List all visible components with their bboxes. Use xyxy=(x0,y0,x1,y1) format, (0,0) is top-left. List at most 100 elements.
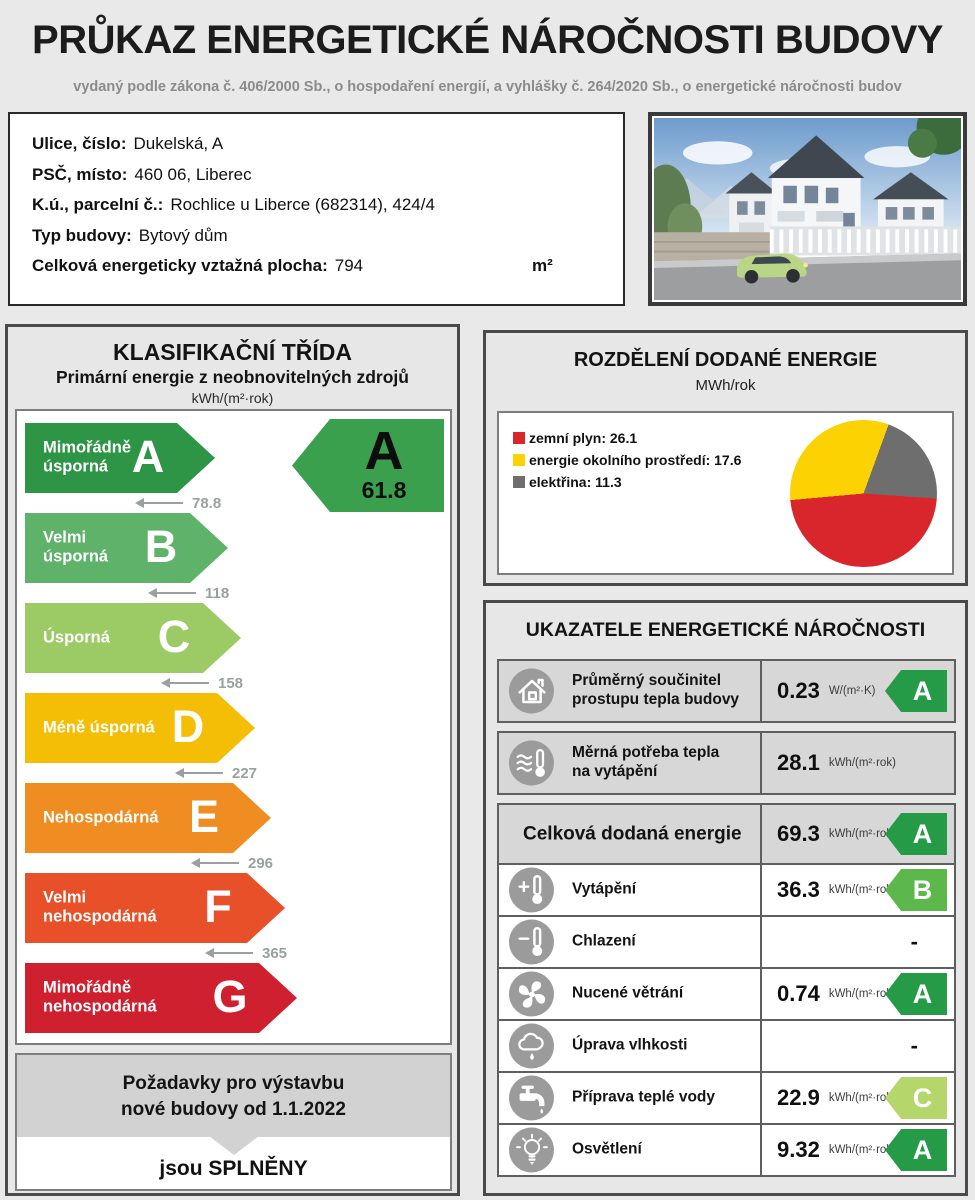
class-threshold: 158 xyxy=(161,673,450,693)
requirements-result: jsou SPLNĚNY xyxy=(159,1157,308,1180)
indicator-value: 0.74 xyxy=(777,981,820,1006)
info-label: Celková energeticky vztažná plocha: xyxy=(32,256,328,275)
classification-subtitle: Primární energie z neobnovitelných zdroj… xyxy=(56,367,409,387)
left-arrow-icon xyxy=(191,858,239,868)
pie-legend: zemní plyn: 26.1 energie okolního prostře… xyxy=(513,430,741,496)
pointer-triangle xyxy=(208,1136,259,1155)
indicator-row: Měrná potřeba tepla na vytápění 28.1 kWh/(… xyxy=(499,733,954,793)
indicator-label: Měrná potřeba tepla na vytápění xyxy=(572,744,720,780)
class-label: Mimořádně úsporná xyxy=(43,438,132,476)
house-outline-icon xyxy=(509,668,554,714)
classification-scale: Mimořádně úsporná A 78.8 Velmi úsporná B 118 Ú… xyxy=(15,409,452,1045)
class-bar-D: Méně úsporná D xyxy=(25,693,255,763)
distribution-unit: MWh/rok xyxy=(695,377,756,394)
legend-label: elektřina: 11.3 xyxy=(529,474,622,490)
legend-item: elektřina: 11.3 xyxy=(513,474,741,490)
left-arrow-icon xyxy=(161,678,209,688)
indicator-unit: kWh/(m²·rok) xyxy=(828,988,896,1000)
indicator-row: Celková dodaná energie 69.3 kWh/(m²·rok) A xyxy=(499,805,954,863)
class-threshold: 296 xyxy=(191,853,450,873)
class-bar-C: Úsporná C xyxy=(25,603,241,673)
class-threshold: 78.8 xyxy=(135,493,450,513)
humidity-cloud-icon xyxy=(509,1023,554,1069)
requirements-heading: Požadavky pro výstavbu nové budovy od 1.… xyxy=(17,1055,450,1137)
grade-badge-A: A xyxy=(885,813,947,855)
indicator-label: Celková dodaná energie xyxy=(523,823,742,845)
building-info-row: Ulice, číslo: Dukelská, A xyxy=(32,134,623,154)
class-threshold: 227 xyxy=(175,763,450,783)
distribution-title: ROZDĚLENÍ DODANÉ ENERGIE xyxy=(573,349,878,371)
class-threshold: 118 xyxy=(148,583,450,603)
info-label: K.ú., parcelní č.: xyxy=(32,195,164,214)
indicator-label: Průměrný součinitel prostupu tepla budov… xyxy=(572,672,740,708)
legend-swatch xyxy=(513,454,525,466)
lightbulb-icon xyxy=(509,1127,554,1173)
faucet-icon xyxy=(509,1075,554,1121)
class-label: Velmi nehospodárná xyxy=(43,888,157,926)
left-arrow-icon xyxy=(148,588,196,598)
grade-badge-A: A xyxy=(885,1129,947,1171)
class-letter: G xyxy=(212,970,248,1022)
class-bar-G: Mimořádně nehospodárná G xyxy=(25,963,297,1033)
indicator-unit: kWh/(m²·rok) xyxy=(828,1144,896,1156)
energy-distribution-panel: ROZDĚLENÍ DODANÉ ENERGIE MWh/rok zemní p… xyxy=(483,330,968,586)
indicator-value-cell: 9.32 kWh/(m²·rok) A xyxy=(760,1125,954,1175)
indicators-panel: UKAZATELE ENERGETICKÉ NÁROČNOSTI Průměrn… xyxy=(483,600,968,1196)
no-value-dash: - xyxy=(910,929,918,954)
info-label: PSČ, místo: xyxy=(32,164,128,184)
indicator-row: Průměrný součinitel prostupu tepla budov… xyxy=(499,661,954,721)
requirements-box: Požadavky pro výstavbu nové budovy od 1.… xyxy=(15,1053,452,1191)
legend-item: zemní plyn: 26.1 xyxy=(513,430,741,446)
indicators-title: UKAZATELE ENERGETICKÉ NÁROČNOSTI xyxy=(525,619,926,641)
class-bar-F: Velmi nehospodárná F xyxy=(25,873,285,943)
indicator-value: 69.3 xyxy=(777,821,820,846)
legend-swatch xyxy=(513,476,525,488)
indicator-box: Měrná potřeba tepla na vytápění 28.1 kWh/(… xyxy=(497,731,956,795)
threshold-value: 296 xyxy=(248,854,274,872)
class-label: Nehospodárná xyxy=(43,808,159,827)
building-photo-illustration xyxy=(654,118,961,300)
energy-pie-chart xyxy=(790,420,937,567)
legend-item: energie okolního prostředí: 17.6 xyxy=(513,452,741,468)
left-arrow-icon xyxy=(205,948,253,958)
class-letter: B xyxy=(144,520,178,572)
indicator-label: Osvětlení xyxy=(572,1140,642,1158)
indicator-value-cell: 36.3 kWh/(m²·rok) B xyxy=(760,865,954,915)
grade-badge-A: A xyxy=(885,670,947,712)
indicator-unit: kWh/(m²·rok) xyxy=(828,757,896,769)
classification-unit: kWh/(m²·rok) xyxy=(191,390,274,406)
class-letter: F xyxy=(204,880,232,932)
thermometer-minus-icon xyxy=(509,919,554,965)
heat-waves-thermometer-icon xyxy=(509,740,554,786)
requirements-line2: nové budovy od 1.1.2022 xyxy=(121,1098,346,1120)
building-info-row: K.ú., parcelní č.: Rochlice u Liberce (68… xyxy=(32,195,623,215)
class-bar-A: Mimořádně úsporná A xyxy=(25,423,215,493)
class-bar-E: Nehospodárná E xyxy=(25,783,271,853)
indicator-value-cell: 0.23 W/(m²·K) A xyxy=(760,661,954,721)
indicator-value-cell: 0.74 kWh/(m²·rok) A xyxy=(760,969,954,1019)
indicator-row: Osvětlení 9.32 kWh/(m²·rok) A xyxy=(499,1123,954,1175)
indicator-value: 9.32 xyxy=(777,1137,820,1162)
fan-icon xyxy=(509,971,554,1017)
no-value-dash: - xyxy=(910,1033,918,1058)
indicator-value-cell: - xyxy=(760,1021,954,1071)
info-value: Rochlice u Liberce (682314), 424/4 xyxy=(170,195,435,214)
class-label: Méně úsporná xyxy=(43,718,155,737)
building-rating-arrow: A 61.8 xyxy=(292,419,444,512)
indicator-row: Příprava teplé vody 22.9 kWh/(m²·rok) C xyxy=(499,1071,954,1123)
threshold-value: 78.8 xyxy=(192,494,222,512)
building-info-box: Ulice, číslo: Dukelská, A PSČ, místo: 460 0… xyxy=(8,112,625,306)
indicator-value: 0.23 xyxy=(777,678,820,703)
legend-swatch xyxy=(513,432,525,444)
class-label: Mimořádně nehospodárná xyxy=(43,978,157,1016)
info-value: 794 xyxy=(334,256,364,275)
page-subtitle: vydaný podle zákona č. 406/2000 Sb., o h… xyxy=(73,79,902,95)
building-info-row: Celková energeticky vztažná plocha: 794 m² xyxy=(32,256,623,276)
info-label: Typ budovy: xyxy=(32,225,132,245)
requirements-line1: Požadavky pro výstavbu xyxy=(122,1073,345,1094)
class-threshold: 365 xyxy=(205,943,450,963)
indicator-value: 28.1 xyxy=(777,750,820,775)
classification-panel: KLASIFIKAČNÍ TŘÍDA Primární energie z ne… xyxy=(5,324,460,1196)
info-value: 460 06, Liberec xyxy=(134,164,252,184)
